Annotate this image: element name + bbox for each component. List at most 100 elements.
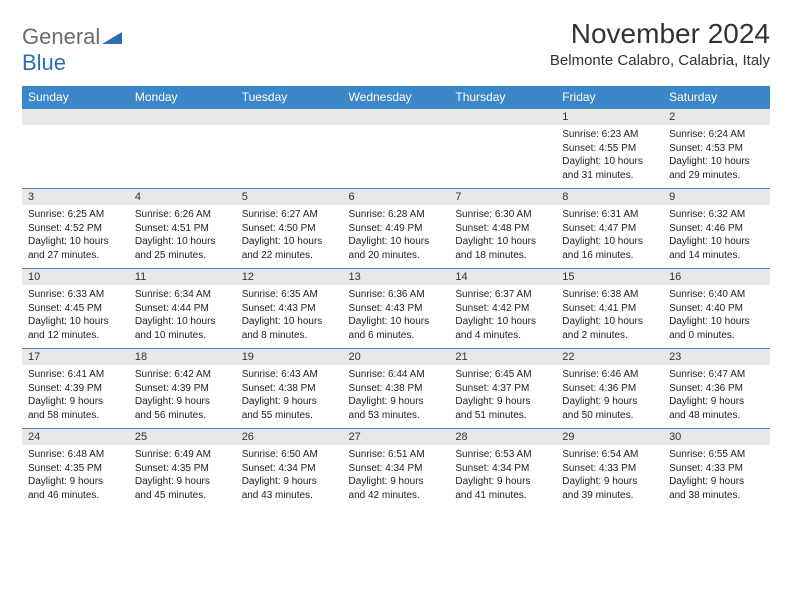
day-cell: Sunrise: 6:28 AMSunset: 4:49 PMDaylight:… — [343, 205, 450, 269]
day-ss: Sunset: 4:41 PM — [562, 302, 657, 316]
day-d2: and 8 minutes. — [242, 329, 337, 343]
day-d2: and 18 minutes. — [455, 249, 550, 263]
day-d2: and 42 minutes. — [349, 489, 444, 503]
day-ss: Sunset: 4:49 PM — [349, 222, 444, 236]
day-number: 27 — [343, 429, 450, 446]
day-cell: Sunrise: 6:44 AMSunset: 4:38 PMDaylight:… — [343, 365, 450, 429]
day-sr: Sunrise: 6:46 AM — [562, 368, 657, 382]
day-cell: Sunrise: 6:47 AMSunset: 4:36 PMDaylight:… — [663, 365, 770, 429]
day-number: 10 — [22, 269, 129, 286]
day-d1: Daylight: 10 hours — [669, 155, 764, 169]
day-ss: Sunset: 4:34 PM — [242, 462, 337, 476]
day-number: 19 — [236, 349, 343, 366]
day-cell: Sunrise: 6:24 AMSunset: 4:53 PMDaylight:… — [663, 125, 770, 189]
day-number: 11 — [129, 269, 236, 286]
day-d1: Daylight: 10 hours — [135, 235, 230, 249]
day-sr: Sunrise: 6:44 AM — [349, 368, 444, 382]
day-number: 4 — [129, 189, 236, 206]
dow-header: Saturday — [663, 86, 770, 109]
day-ss: Sunset: 4:43 PM — [242, 302, 337, 316]
day-cell — [22, 125, 129, 189]
day-ss: Sunset: 4:33 PM — [669, 462, 764, 476]
day-cell: Sunrise: 6:43 AMSunset: 4:38 PMDaylight:… — [236, 365, 343, 429]
day-d2: and 58 minutes. — [28, 409, 123, 423]
day-d1: Daylight: 9 hours — [669, 475, 764, 489]
day-d2: and 43 minutes. — [242, 489, 337, 503]
day-cell: Sunrise: 6:50 AMSunset: 4:34 PMDaylight:… — [236, 445, 343, 508]
day-cell — [343, 125, 450, 189]
day-ss: Sunset: 4:46 PM — [669, 222, 764, 236]
day-sr: Sunrise: 6:41 AM — [28, 368, 123, 382]
day-cell: Sunrise: 6:48 AMSunset: 4:35 PMDaylight:… — [22, 445, 129, 508]
day-number: 16 — [663, 269, 770, 286]
day-number: 30 — [663, 429, 770, 446]
day-sr: Sunrise: 6:55 AM — [669, 448, 764, 462]
day-sr: Sunrise: 6:45 AM — [455, 368, 550, 382]
day-ss: Sunset: 4:50 PM — [242, 222, 337, 236]
day-sr: Sunrise: 6:53 AM — [455, 448, 550, 462]
day-d2: and 38 minutes. — [669, 489, 764, 503]
day-number — [236, 109, 343, 126]
day-number: 7 — [449, 189, 556, 206]
day-cell: Sunrise: 6:38 AMSunset: 4:41 PMDaylight:… — [556, 285, 663, 349]
dow-header: Monday — [129, 86, 236, 109]
day-number: 2 — [663, 109, 770, 126]
day-number: 17 — [22, 349, 129, 366]
day-d2: and 4 minutes. — [455, 329, 550, 343]
day-sr: Sunrise: 6:26 AM — [135, 208, 230, 222]
day-d1: Daylight: 9 hours — [135, 475, 230, 489]
day-cell: Sunrise: 6:42 AMSunset: 4:39 PMDaylight:… — [129, 365, 236, 429]
day-ss: Sunset: 4:39 PM — [135, 382, 230, 396]
day-sr: Sunrise: 6:30 AM — [455, 208, 550, 222]
day-d2: and 22 minutes. — [242, 249, 337, 263]
day-cell: Sunrise: 6:27 AMSunset: 4:50 PMDaylight:… — [236, 205, 343, 269]
day-cell: Sunrise: 6:31 AMSunset: 4:47 PMDaylight:… — [556, 205, 663, 269]
day-d1: Daylight: 10 hours — [349, 235, 444, 249]
day-d1: Daylight: 9 hours — [242, 475, 337, 489]
dow-header: Friday — [556, 86, 663, 109]
day-ss: Sunset: 4:40 PM — [669, 302, 764, 316]
day-cell: Sunrise: 6:46 AMSunset: 4:36 PMDaylight:… — [556, 365, 663, 429]
day-ss: Sunset: 4:55 PM — [562, 142, 657, 156]
dow-header: Sunday — [22, 86, 129, 109]
day-number: 25 — [129, 429, 236, 446]
dow-header: Wednesday — [343, 86, 450, 109]
day-sr: Sunrise: 6:27 AM — [242, 208, 337, 222]
logo-text-1: General — [22, 24, 100, 49]
day-d2: and 55 minutes. — [242, 409, 337, 423]
day-number: 29 — [556, 429, 663, 446]
day-d1: Daylight: 10 hours — [562, 315, 657, 329]
day-cell: Sunrise: 6:36 AMSunset: 4:43 PMDaylight:… — [343, 285, 450, 349]
day-sr: Sunrise: 6:40 AM — [669, 288, 764, 302]
day-ss: Sunset: 4:39 PM — [28, 382, 123, 396]
logo-triangle-icon — [102, 32, 122, 44]
dow-header: Thursday — [449, 86, 556, 109]
day-d2: and 45 minutes. — [135, 489, 230, 503]
day-ss: Sunset: 4:44 PM — [135, 302, 230, 316]
day-sr: Sunrise: 6:35 AM — [242, 288, 337, 302]
day-sr: Sunrise: 6:32 AM — [669, 208, 764, 222]
day-cell: Sunrise: 6:37 AMSunset: 4:42 PMDaylight:… — [449, 285, 556, 349]
day-sr: Sunrise: 6:25 AM — [28, 208, 123, 222]
day-number — [449, 109, 556, 126]
day-sr: Sunrise: 6:34 AM — [135, 288, 230, 302]
day-d1: Daylight: 10 hours — [455, 235, 550, 249]
day-ss: Sunset: 4:36 PM — [562, 382, 657, 396]
day-cell: Sunrise: 6:55 AMSunset: 4:33 PMDaylight:… — [663, 445, 770, 508]
day-d1: Daylight: 9 hours — [562, 475, 657, 489]
day-d1: Daylight: 10 hours — [135, 315, 230, 329]
day-d2: and 46 minutes. — [28, 489, 123, 503]
day-d1: Daylight: 10 hours — [669, 315, 764, 329]
day-number: 23 — [663, 349, 770, 366]
day-cell: Sunrise: 6:30 AMSunset: 4:48 PMDaylight:… — [449, 205, 556, 269]
day-number: 15 — [556, 269, 663, 286]
logo: General Blue — [22, 18, 122, 76]
day-d2: and 6 minutes. — [349, 329, 444, 343]
day-sr: Sunrise: 6:28 AM — [349, 208, 444, 222]
day-d1: Daylight: 9 hours — [135, 395, 230, 409]
day-ss: Sunset: 4:48 PM — [455, 222, 550, 236]
day-cell: Sunrise: 6:26 AMSunset: 4:51 PMDaylight:… — [129, 205, 236, 269]
day-sr: Sunrise: 6:42 AM — [135, 368, 230, 382]
day-sr: Sunrise: 6:50 AM — [242, 448, 337, 462]
day-number: 12 — [236, 269, 343, 286]
